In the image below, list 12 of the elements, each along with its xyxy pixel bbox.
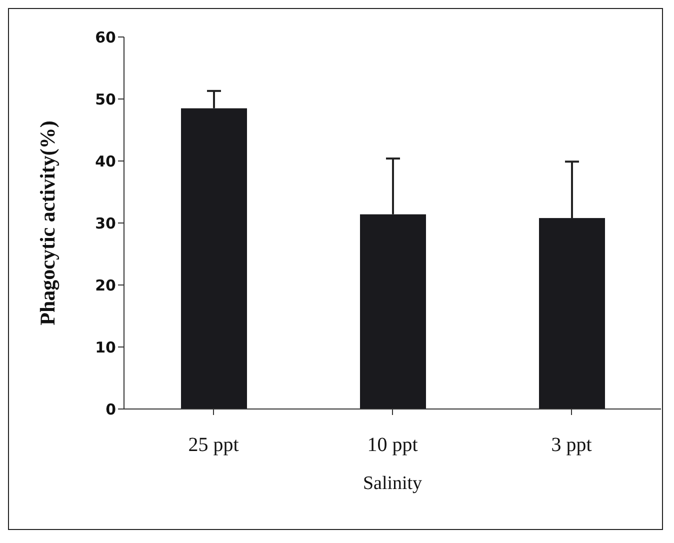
y-tick-label: 60 <box>95 28 116 46</box>
x-tick-label: 25 ppt <box>188 434 240 456</box>
y-tick-label: 20 <box>95 276 116 294</box>
x-tick-label: 3 ppt <box>551 434 592 456</box>
y-tick-label: 50 <box>95 90 116 108</box>
y-tick-label: 40 <box>95 152 116 170</box>
x-tick-label: 10 ppt <box>367 434 418 456</box>
y-axis-title: Phagocytic activity(%) <box>35 120 60 326</box>
y-tick-label: 30 <box>95 214 116 232</box>
y-tick-label: 10 <box>95 338 116 356</box>
x-axis-title: Salinity <box>362 473 423 494</box>
y-tick-label: 0 <box>106 400 116 418</box>
